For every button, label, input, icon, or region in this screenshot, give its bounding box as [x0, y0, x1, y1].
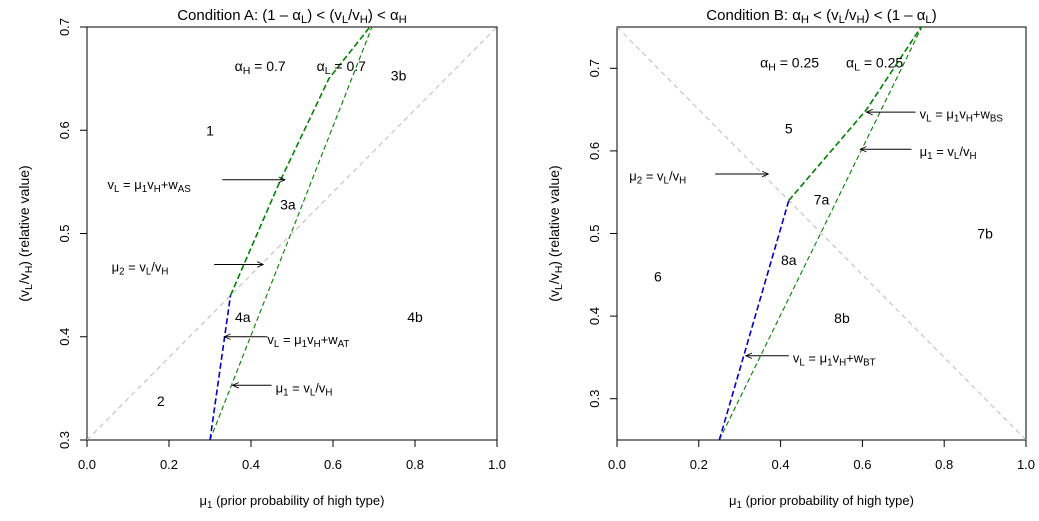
annotation-label: vL = μ1vH+wAT [267, 332, 349, 350]
chart-title: Condition A: (1 – αL) < (vL/vH) < αH [177, 7, 407, 26]
x-tick-label: 0.8 [406, 457, 424, 472]
x-tick-label: 1.0 [488, 457, 506, 472]
annotation-label: vL = μ1vH+wBT [793, 350, 876, 368]
panel-condition-a: Condition A: (1 – αL) < (vL/vH) < αH 0.0 0… [16, 7, 506, 511]
x-tick-label: 0.2 [160, 457, 178, 472]
parameter-label: αL = 0.7 [317, 58, 367, 77]
parameter-label: αH = 0.25 [760, 55, 819, 74]
series-line [209, 295, 232, 440]
x-axis-label: μ1 (prior probability of high type) [200, 493, 385, 511]
y-tick-label: 0.6 [57, 121, 72, 139]
y-tick-label: 0.5 [587, 224, 602, 242]
x-axis-label: μ1 (prior probability of high type) [729, 493, 914, 511]
x-tick-label: 0.4 [242, 457, 260, 472]
series-line [718, 200, 790, 440]
series-line [718, 27, 923, 440]
region-label: 8b [834, 310, 850, 326]
y-tick-label: 0.7 [57, 18, 72, 36]
x-tick-label: 0.0 [78, 457, 96, 472]
parameter-label: αH = 0.7 [235, 58, 286, 77]
region-label: 6 [654, 268, 662, 284]
y-axis-label: (vL/vH) (relative value) [16, 165, 35, 301]
region-label: 3a [280, 197, 296, 213]
y-tick-label: 0.7 [587, 59, 602, 77]
y-tick-label: 0.6 [587, 142, 602, 160]
annotation-label: vL = μ1vH+wAS [108, 177, 192, 195]
series-line [617, 27, 1026, 440]
series-line [229, 27, 371, 296]
region-label: 5 [785, 121, 793, 137]
region-label: 4b [407, 309, 423, 325]
x-tick-label: 1.0 [1017, 457, 1035, 472]
annotation-label: vL = μ1vH+wBS [920, 107, 1004, 125]
annotation-label: μ2 = vL/vH [629, 169, 686, 187]
region-label: 3b [391, 68, 407, 84]
x-tick-label: 0.2 [690, 457, 708, 472]
y-tick-label: 0.4 [587, 307, 602, 325]
y-tick-label: 0.5 [57, 224, 72, 242]
annotation-label: μ1 = vL/vH [276, 380, 333, 398]
annotation-label: μ1 = vL/vH [920, 144, 977, 162]
region-label: 1 [206, 122, 214, 138]
annotation-label: μ2 = vL/vH [112, 260, 169, 278]
region-label: 2 [157, 393, 165, 409]
x-tick-label: 0.6 [324, 457, 342, 472]
parameter-label: αL = 0.25 [846, 55, 903, 74]
region-label: 4a [235, 309, 251, 325]
panel-condition-b: Condition B: αH < (vL/vH) < (1 – αL) 0.0 0… [546, 7, 1035, 511]
series-line [209, 27, 373, 440]
chart-title: Condition B: αH < (vL/vH) < (1 – αL) [706, 7, 936, 26]
y-axis-label: (vL/vH) (relative value) [546, 165, 565, 301]
y-tick-label: 0.3 [587, 390, 602, 408]
region-label: 7a [814, 192, 830, 208]
y-tick-label: 0.3 [57, 431, 72, 449]
x-tick-label: 0.4 [772, 457, 790, 472]
x-tick-label: 0.8 [935, 457, 953, 472]
region-label: 8a [781, 252, 797, 268]
series-line [87, 27, 497, 440]
y-tick-label: 0.4 [57, 328, 72, 346]
x-tick-label: 0.6 [853, 457, 871, 472]
x-tick-label: 0.0 [608, 457, 626, 472]
region-label: 7b [977, 226, 993, 242]
